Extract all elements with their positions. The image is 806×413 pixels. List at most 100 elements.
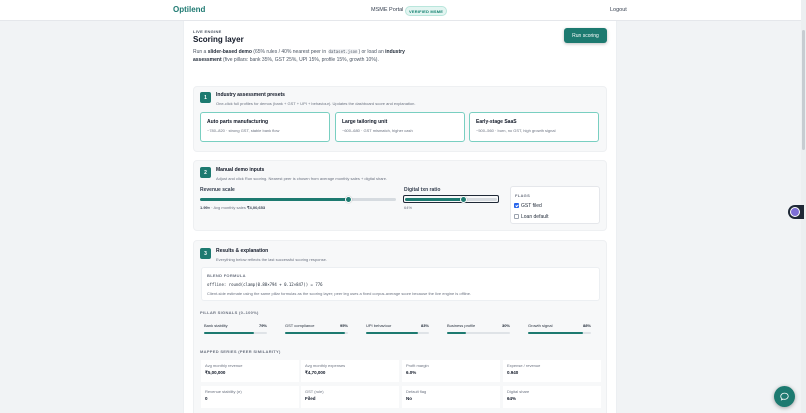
revenue-value: 1.99× · Avg monthly sales ₹4,00,653 xyxy=(200,205,266,210)
assistant-avatar-icon xyxy=(790,207,800,217)
pillar-bar xyxy=(285,332,348,334)
pillar-bank-stability: Bank stability 79% xyxy=(201,323,269,337)
mapped-digital-share: Digital share 64% xyxy=(503,386,601,408)
pillar-label: Business profile xyxy=(447,323,476,328)
mapped-value: 64% xyxy=(507,396,517,401)
pillar-bar-fill xyxy=(366,332,419,334)
digital-slider-label: Digital txn ratio xyxy=(404,187,441,193)
chat-bubble-icon xyxy=(780,392,789,401)
mapped-value: Filed xyxy=(305,396,316,401)
pillar-label: UPI behaviour xyxy=(366,323,392,328)
mapped-label: Digital share xyxy=(507,389,530,394)
pillar-gst-compliance: GST compliance 95% xyxy=(282,323,350,337)
section-subtitle: Everything below reflects the last succe… xyxy=(216,257,327,262)
preset-saas[interactable]: Early-stage SaaS ~500–560 · burn, no GST… xyxy=(469,112,599,142)
pillar-label: Growth signal xyxy=(528,323,553,328)
pillar-business-profile: Business profile 30% xyxy=(444,323,512,337)
pillar-label: Bank stability xyxy=(204,323,228,328)
loan-default-label: Loan default xyxy=(521,214,549,220)
pillar-signals-title: PILLAR SIGNALS (0–100%) xyxy=(200,310,259,315)
pillar-value: 79% xyxy=(258,323,267,328)
step-number: 1 xyxy=(200,92,211,103)
preset-title: Auto parts manufacturing xyxy=(207,119,269,125)
preset-title: Early-stage SaaS xyxy=(476,119,517,125)
mapped-label: Expense / revenue xyxy=(507,363,541,368)
section-subtitle: Adjust and click Run scoring. Nearest pe… xyxy=(216,176,388,181)
pillar-upi-behaviour: UPI behaviour 83% xyxy=(363,323,431,337)
pillar-bar xyxy=(366,332,429,334)
preset-tailoring[interactable]: Large tailoring unit ~600–680 · GST mism… xyxy=(335,112,465,142)
chat-button[interactable] xyxy=(774,386,795,407)
mapped-value: 0 xyxy=(205,396,208,401)
assistant-side-tab[interactable] xyxy=(788,205,804,219)
page-title: Scoring layer xyxy=(193,35,244,44)
pillar-bar xyxy=(204,332,267,334)
mapped-label: Avg monthly revenue xyxy=(205,363,243,368)
mapped-label: Default flag xyxy=(406,389,427,394)
step-number: 3 xyxy=(200,248,211,259)
revenue-slider[interactable] xyxy=(200,196,396,203)
top-nav: Optilend MSME Portal VERIFIED MSME Logou… xyxy=(0,0,806,21)
section-title: Manual demo inputs xyxy=(216,167,265,173)
pillar-growth-signal: Growth signal 88% xyxy=(525,323,593,337)
mapped-label: Revenue stability (σ) xyxy=(205,389,242,394)
pillar-bar-fill xyxy=(204,332,254,334)
pillar-value: 88% xyxy=(582,323,591,328)
logout-link[interactable]: Logout xyxy=(610,7,627,13)
gst-filed-checkbox[interactable] xyxy=(514,203,519,208)
run-scoring-button[interactable]: Run scoring xyxy=(564,28,607,43)
revenue-slider-thumb[interactable] xyxy=(345,196,353,203)
digital-value: 64% xyxy=(404,205,413,210)
preset-title: Large tailoring unit xyxy=(342,119,388,125)
preset-auto-parts[interactable]: Auto parts manufacturing ~780–820 · stro… xyxy=(200,112,330,142)
mapped-label: GST (rule) xyxy=(305,389,324,394)
verified-badge: VERIFIED MSME xyxy=(405,6,448,16)
gst-filed-label: GST filed xyxy=(521,203,542,209)
mapped-value: 6.0% xyxy=(406,370,417,375)
loan-default-checkbox[interactable] xyxy=(514,214,519,219)
mapped-expense-revenue: Expense / revenue 0.940 xyxy=(503,360,601,382)
pillar-bar xyxy=(528,332,591,334)
preset-subtitle: ~600–680 · GST mismatch, higher cash xyxy=(342,128,413,133)
mapped-label: Avg monthly expenses xyxy=(305,363,346,368)
mapped-profit-margin: Profit margin 6.0% xyxy=(402,360,500,382)
blend-formula-note: Client-side estimate using the same pill… xyxy=(207,291,472,296)
mapped-label: Profit margin xyxy=(406,363,429,368)
flags-panel: FLAGS GST filed Loan default xyxy=(510,186,600,224)
pillar-value: 30% xyxy=(501,323,510,328)
section-title: Industry assessment presets xyxy=(216,92,285,98)
digital-slider[interactable] xyxy=(405,196,497,203)
mapped-revenue-stability: Revenue stability (σ) 0 xyxy=(201,386,299,408)
step-number: 2 xyxy=(200,167,211,178)
pillar-bar-fill xyxy=(447,332,466,334)
mapped-series-title: MAPPED SERIES (PEER SIMILARITY) xyxy=(200,349,281,354)
revenue-slider-fill xyxy=(200,198,349,201)
mapped-avg-revenue: Avg monthly revenue ₹5,00,000 xyxy=(201,360,299,382)
section-title: Results & explanation xyxy=(216,248,269,254)
pillar-bar-fill xyxy=(528,332,584,334)
preset-subtitle: ~500–560 · burn, no GST, high growth sig… xyxy=(476,128,556,133)
mapped-gst-rule: GST (rule) Filed xyxy=(301,386,399,408)
page-scrollbar-thumb[interactable] xyxy=(802,30,805,150)
digital-slider-fill xyxy=(405,198,464,201)
pillar-bar-fill xyxy=(285,332,345,334)
flags-title: FLAGS xyxy=(515,193,531,198)
mapped-value: 0.940 xyxy=(507,370,519,375)
pillar-bar xyxy=(447,332,510,334)
pillar-value: 95% xyxy=(339,323,348,328)
mapped-value: No xyxy=(406,396,412,401)
revenue-slider-label: Revenue scale xyxy=(200,187,235,193)
blend-formula-title: BLEND FORMULA xyxy=(207,273,246,278)
blend-formula-box: BLEND FORMULA offline: round(clamp(0.88×… xyxy=(201,267,600,301)
live-engine-eyebrow: LIVE ENGINE xyxy=(193,29,222,34)
engine-description: Run a slider-based demo (65% rules / 40%… xyxy=(193,49,405,63)
blend-formula-code: offline: round(clamp(0.88×794 + 0.12×847… xyxy=(207,282,323,287)
mapped-value: ₹4,70,000 xyxy=(305,370,326,375)
mapped-avg-expenses: Avg monthly expenses ₹4,70,000 xyxy=(301,360,399,382)
digital-slider-thumb[interactable] xyxy=(460,196,468,203)
digital-slider-focus-ring xyxy=(403,195,499,203)
mapped-default-flag: Default flag No xyxy=(402,386,500,408)
section-subtitle: One-click full profiles for demos (bank … xyxy=(216,101,416,106)
pillar-label: GST compliance xyxy=(285,323,315,328)
brand-logo[interactable]: Optilend xyxy=(173,5,206,14)
